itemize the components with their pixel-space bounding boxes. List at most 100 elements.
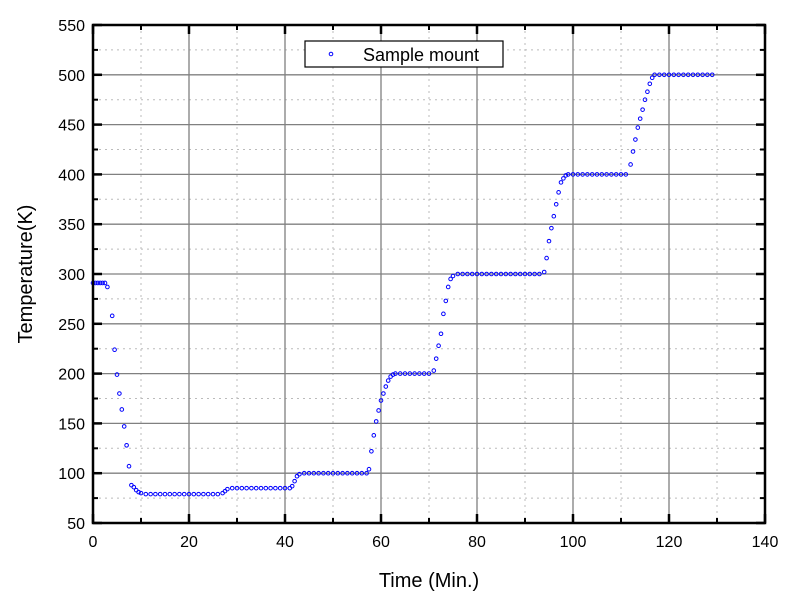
data-point: [371, 433, 377, 438]
data-point: [102, 280, 108, 286]
data-point: [613, 172, 619, 177]
data-point: [330, 470, 336, 476]
x-tick-label: 120: [656, 534, 683, 551]
data-point: [97, 280, 103, 286]
data-point: [681, 72, 686, 78]
x-tick-label: 60: [372, 534, 390, 551]
data-point: [177, 491, 182, 497]
data-point: [289, 483, 295, 489]
data-point: [685, 72, 691, 78]
data-point: [162, 491, 168, 497]
data-point: [666, 72, 672, 78]
data-point: [441, 311, 446, 317]
x-tick-label: 80: [468, 534, 486, 551]
data-point: [443, 298, 449, 304]
data-point: [393, 371, 398, 376]
y-tick-label: 100: [58, 466, 85, 483]
data-point: [563, 173, 569, 178]
data-point: [412, 371, 417, 376]
data-point: [124, 443, 129, 448]
data-point: [378, 398, 384, 403]
data-point: [544, 255, 549, 261]
data-point: [153, 491, 158, 497]
data-point: [301, 470, 307, 476]
data-point: [599, 172, 605, 177]
data-point: [239, 485, 245, 491]
data-point: [645, 89, 650, 95]
data-point: [292, 478, 297, 484]
data-point: [181, 491, 187, 497]
data-point: [433, 356, 439, 361]
data-point: [690, 72, 696, 78]
data-point: [258, 485, 264, 491]
data-point: [460, 271, 465, 277]
data-point: [705, 72, 710, 78]
data-point: [306, 470, 312, 476]
legend-label: Sample mount: [363, 45, 479, 65]
data-point: [354, 470, 360, 476]
data-point: [249, 485, 254, 491]
data-point: [661, 72, 667, 78]
data-point: [381, 391, 386, 396]
data-point: [479, 271, 485, 277]
y-tick-label: 400: [58, 167, 85, 184]
data-point: [671, 72, 677, 78]
data-point: [105, 284, 110, 290]
data-point: [465, 271, 470, 277]
data-point: [359, 470, 365, 476]
data-point: [325, 470, 331, 476]
data-point: [186, 491, 192, 497]
data-point: [321, 470, 326, 476]
data-point: [397, 371, 403, 376]
data-point: [489, 271, 494, 277]
data-point: [385, 378, 391, 383]
data-point: [565, 172, 571, 177]
data-point: [268, 485, 273, 491]
data-point: [609, 172, 614, 177]
x-axis-label: Time (Min.): [379, 570, 479, 592]
data-point: [642, 97, 648, 102]
data-point: [390, 372, 396, 377]
y-tick-label: 350: [58, 217, 85, 234]
data-point: [450, 273, 456, 279]
data-point: [100, 280, 105, 286]
data-point: [652, 72, 657, 78]
data-point: [172, 491, 177, 497]
data-point: [263, 485, 269, 491]
data-point: [210, 491, 216, 497]
data-point: [635, 125, 641, 130]
data-point: [700, 72, 705, 78]
data-point: [131, 484, 137, 490]
data-point: [628, 162, 633, 167]
data-point: [484, 271, 489, 277]
data-point: [119, 407, 125, 412]
y-tick-label: 450: [58, 118, 85, 135]
data-point: [445, 284, 451, 290]
data-point: [407, 371, 413, 376]
legend: Sample mount: [304, 40, 504, 68]
data-point: [157, 491, 163, 497]
data-point: [349, 470, 355, 476]
data-point: [215, 491, 221, 497]
y-axis-label: Temperature(K): [15, 205, 37, 344]
data-point: [112, 347, 117, 352]
y-tick-label: 200: [58, 367, 85, 384]
gridlines: [92, 24, 766, 524]
data-point: [618, 172, 624, 177]
data-point: [417, 371, 422, 376]
data-point: [508, 271, 513, 277]
data-point: [366, 466, 372, 472]
data-point: [121, 424, 127, 429]
data-point: [709, 72, 715, 78]
data-point: [95, 280, 101, 286]
data-point: [148, 491, 153, 497]
data-point: [345, 470, 350, 476]
data-point: [561, 176, 566, 181]
data-point: [517, 271, 523, 277]
legend-box: [304, 40, 504, 68]
data-point: [527, 271, 533, 277]
data-point: [297, 471, 302, 477]
y-tick-label: 550: [58, 18, 85, 35]
data-point: [503, 271, 509, 277]
